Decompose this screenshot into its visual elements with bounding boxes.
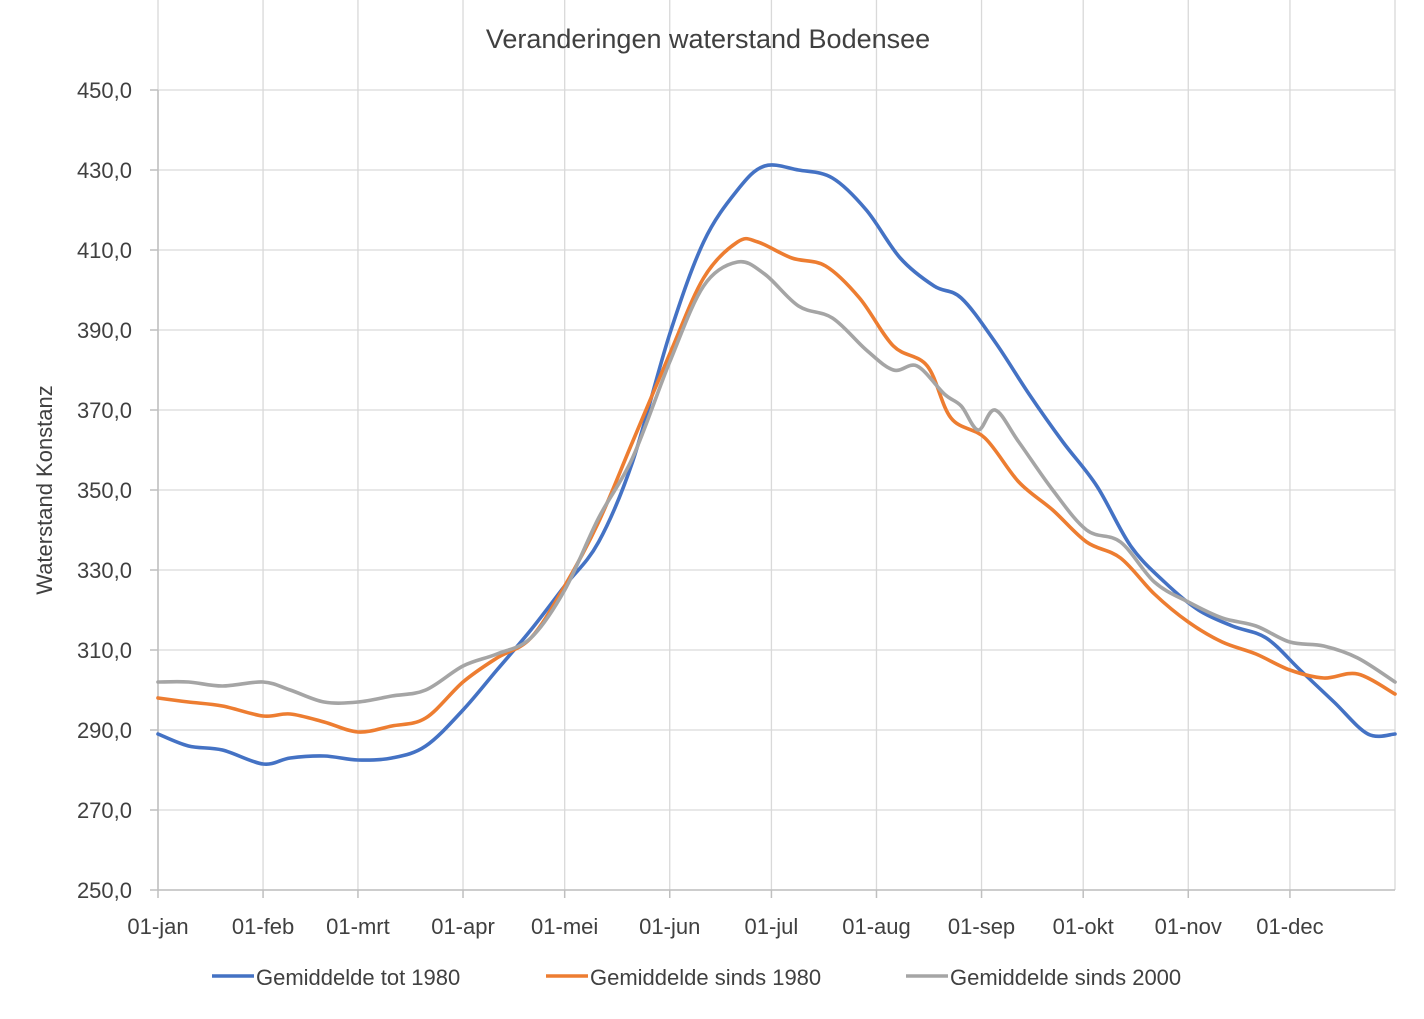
legend-label-gemiddelde-tot-1980: Gemiddelde tot 1980 xyxy=(256,965,460,990)
legend-label-gemiddelde-sinds-2000: Gemiddelde sinds 2000 xyxy=(950,965,1181,990)
x-tick-label: 01-aug xyxy=(842,914,911,939)
x-tick-label: 01-mei xyxy=(531,914,598,939)
legend-label-gemiddelde-sinds-1980: Gemiddelde sinds 1980 xyxy=(590,965,821,990)
x-tick-label: 01-mrt xyxy=(326,914,390,939)
y-tick-label: 270,0 xyxy=(77,798,132,823)
x-tick-label: 01-okt xyxy=(1053,914,1114,939)
x-tick-label: 01-feb xyxy=(232,914,294,939)
y-tick-label: 390,0 xyxy=(77,318,132,343)
x-tick-label: 01-dec xyxy=(1256,914,1323,939)
series-line-gemiddelde-tot-1980 xyxy=(156,163,1397,766)
grid xyxy=(157,0,1396,891)
y-tick-label: 450,0 xyxy=(77,78,132,103)
series-line-gemiddelde-sinds-2000 xyxy=(156,259,1397,705)
x-tick-label: 01-jun xyxy=(639,914,700,939)
y-tick-label: 250,0 xyxy=(77,878,132,903)
legend: Gemiddelde tot 1980 Gemiddelde sinds 1980… xyxy=(212,965,1181,990)
axes: 250,0 270,0 290,0 310,0 330,0 350,0 370,0 390,0… xyxy=(77,78,1395,939)
y-tick-label: 330,0 xyxy=(77,558,132,583)
series xyxy=(156,163,1397,766)
x-tick-label: 01-nov xyxy=(1155,914,1222,939)
chart-title: Veranderingen waterstand Bodensee xyxy=(486,24,930,54)
x-tick-label: 01-jan xyxy=(127,914,188,939)
y-tick-label: 410,0 xyxy=(77,238,132,263)
x-tick-label: 01-jul xyxy=(745,914,799,939)
y-tick-label: 350,0 xyxy=(77,478,132,503)
y-tick-label: 310,0 xyxy=(77,638,132,663)
y-tick-label: 370,0 xyxy=(77,398,132,423)
y-tick-label: 430,0 xyxy=(77,158,132,183)
x-tick-label: 01-apr xyxy=(431,914,495,939)
y-axis-title: Waterstand Konstanz xyxy=(32,385,57,595)
y-tick-label: 290,0 xyxy=(77,718,132,743)
x-tick-label: 01-sep xyxy=(948,914,1015,939)
series-line-gemiddelde-sinds-1980 xyxy=(156,236,1397,734)
